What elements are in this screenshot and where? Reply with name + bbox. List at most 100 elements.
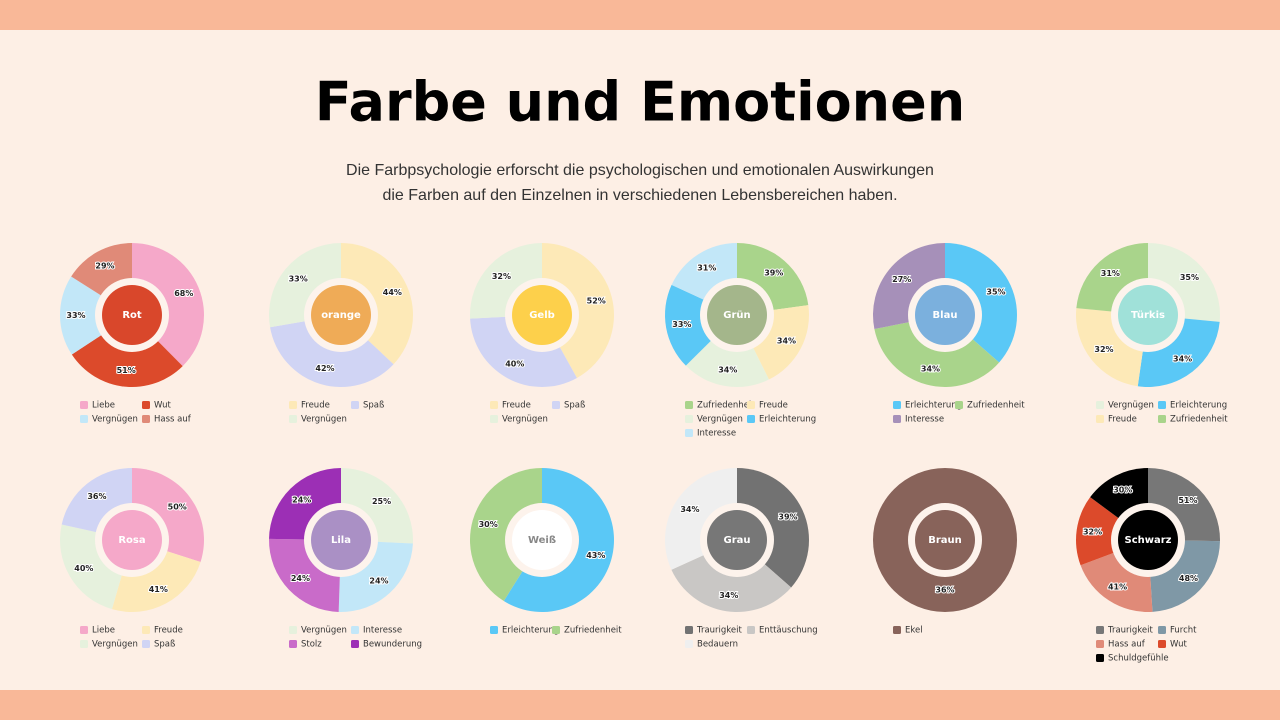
- legend-label: Furcht: [1170, 626, 1197, 636]
- value-label: 48%: [1179, 574, 1198, 583]
- legend-swatch: [747, 401, 755, 409]
- center-label: Braun: [928, 535, 962, 546]
- legend-label: Hass auf: [1108, 640, 1146, 650]
- value-label: 33%: [289, 274, 308, 283]
- legend-swatch: [552, 626, 560, 634]
- legend-label: Hass auf: [154, 415, 192, 425]
- center-label: orange: [321, 310, 361, 321]
- center-label: Gelb: [529, 310, 555, 321]
- center-disc: [915, 510, 975, 570]
- legend-label: Schuldgefühle: [1108, 654, 1169, 664]
- center-disc: [311, 510, 371, 570]
- center-disc: [512, 285, 572, 345]
- legend-swatch: [747, 626, 755, 634]
- value-label: 34%: [1173, 355, 1192, 364]
- value-label: 30%: [1113, 485, 1132, 494]
- legend-label: Vergnügen: [92, 640, 138, 650]
- value-label: 30%: [479, 520, 498, 529]
- legend-swatch: [747, 415, 755, 423]
- legend-label: Bewunderung: [363, 640, 422, 650]
- legend-label: Erleichterung: [1170, 401, 1227, 411]
- value-label: 27%: [892, 275, 911, 284]
- legend-swatch: [289, 415, 297, 423]
- legend-swatch: [289, 626, 297, 634]
- legend-label: Vergnügen: [92, 415, 138, 425]
- legend-swatch: [351, 401, 359, 409]
- value-label: 52%: [587, 296, 606, 305]
- legend-swatch: [80, 401, 88, 409]
- legend-swatch: [1096, 401, 1104, 409]
- value-label: 25%: [372, 497, 391, 506]
- center-disc: [512, 510, 572, 570]
- legend-swatch: [80, 415, 88, 423]
- center-label: Rosa: [118, 535, 145, 546]
- center-disc: [1118, 510, 1178, 570]
- center-label: Grau: [723, 535, 750, 546]
- value-label: 33%: [66, 311, 85, 320]
- center-label: Weiß: [528, 535, 556, 546]
- slice: [737, 468, 810, 588]
- value-label: 39%: [778, 512, 797, 521]
- legend-label: Freude: [502, 401, 531, 411]
- legend-label: Interesse: [697, 429, 736, 439]
- value-label: 32%: [1083, 528, 1102, 537]
- value-label: 41%: [1108, 582, 1127, 591]
- subtitle: die Farben auf den Einzelnen in verschie…: [382, 187, 897, 204]
- value-label: 35%: [1180, 273, 1199, 282]
- legend-swatch: [893, 401, 901, 409]
- bottom-band: [0, 690, 1280, 720]
- legend-swatch: [1158, 626, 1166, 634]
- legend-label: Spaß: [564, 401, 585, 411]
- value-label: 34%: [777, 337, 796, 346]
- slice: [1075, 497, 1148, 566]
- value-label: 34%: [718, 366, 737, 375]
- legend-swatch: [893, 415, 901, 423]
- legend-swatch: [142, 401, 150, 409]
- value-label: 68%: [174, 289, 193, 298]
- legend-label: Wut: [154, 401, 171, 411]
- legend-label: Vergnügen: [697, 415, 743, 425]
- legend-swatch: [351, 640, 359, 648]
- legend-label: Freude: [759, 401, 788, 411]
- value-label: 40%: [505, 359, 524, 368]
- slice: [664, 284, 737, 366]
- center-label: Grün: [723, 310, 750, 321]
- legend-swatch: [351, 626, 359, 634]
- legend-label: Vergnügen: [502, 415, 548, 425]
- legend-swatch: [685, 401, 693, 409]
- value-label: 41%: [149, 585, 168, 594]
- center-label: Blau: [933, 310, 958, 321]
- top-band: [0, 0, 1280, 30]
- legend-label: Spaß: [154, 640, 175, 650]
- value-label: 36%: [87, 492, 106, 501]
- center-disc: [707, 510, 767, 570]
- legend-label: Interesse: [905, 415, 944, 425]
- title: Farbe und Emotionen: [315, 71, 965, 134]
- legend-swatch: [1096, 415, 1104, 423]
- legend-label: Zufriedenheit: [564, 626, 622, 636]
- value-label: 24%: [369, 577, 388, 586]
- value-label: 34%: [921, 365, 940, 374]
- legend-label: Vergnügen: [1108, 401, 1154, 411]
- value-label: 24%: [292, 496, 311, 505]
- value-label: 34%: [680, 505, 699, 514]
- value-label: 31%: [1101, 269, 1120, 278]
- legend-swatch: [142, 415, 150, 423]
- value-label: 32%: [492, 272, 511, 281]
- legend-swatch: [1158, 401, 1166, 409]
- legend-swatch: [685, 415, 693, 423]
- legend-swatch: [490, 415, 498, 423]
- value-label: 34%: [719, 591, 738, 600]
- legend-swatch: [955, 401, 963, 409]
- legend-label: Freude: [301, 401, 330, 411]
- legend-swatch: [1158, 415, 1166, 423]
- slice: [270, 315, 394, 388]
- slice: [341, 243, 413, 365]
- value-label: 39%: [764, 268, 783, 277]
- legend-label: Ekel: [905, 626, 923, 636]
- value-label: 24%: [291, 574, 310, 583]
- center-label: Schwarz: [1125, 535, 1172, 546]
- value-label: 43%: [586, 551, 605, 560]
- center-disc: [102, 510, 162, 570]
